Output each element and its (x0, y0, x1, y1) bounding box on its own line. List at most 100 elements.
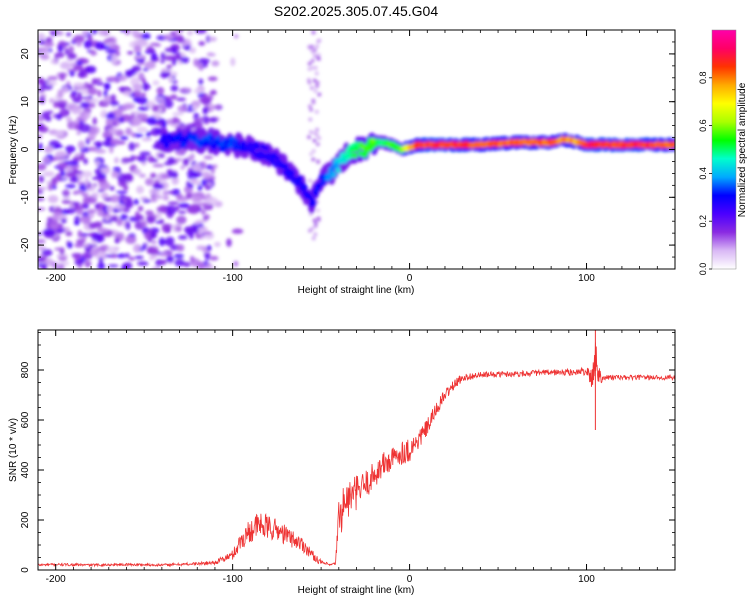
spectrogram-noise-cell (128, 256, 136, 261)
spectrogram-noise-cell (66, 150, 72, 155)
spectrogram-noise-cell (98, 256, 104, 264)
spectrogram-noise-cell (208, 117, 218, 123)
spectrogram-noise-cell (226, 238, 232, 247)
spectrogram-noise-cell (209, 90, 217, 96)
spectrogram-noise-cell (46, 110, 54, 114)
spectrogram-noise-cell (119, 135, 129, 141)
spectrogram-noise-cell (165, 241, 174, 247)
spectrogram-noise-cell (65, 231, 73, 237)
snr-xtick-label: 100 (578, 574, 595, 585)
spectrogram-noise-cell (105, 118, 111, 126)
spectrogram-noise-cell (38, 263, 44, 268)
spectrogram-noise-cell (51, 184, 57, 190)
spectrogram-noise-cell (75, 60, 84, 66)
spectrogram-noise-cell (172, 116, 179, 124)
spectrogram-noise-cell (118, 141, 126, 145)
spectrogram-noise-cell (308, 46, 313, 51)
snr-ytick-label: 0 (20, 567, 31, 573)
spectrogram-noise-cell (83, 158, 89, 165)
snr-ylabel: SNR (10 * v/v) (8, 418, 19, 482)
figure-title: S202.2025.305.07.45.G04 (274, 3, 438, 19)
spectrogram-noise-cell (314, 44, 319, 49)
spectrogram-noise-cell (178, 88, 187, 92)
spectrogram-noise-cell (192, 103, 198, 111)
spectrogram-noise-cell (144, 61, 156, 70)
spectrogram-noise-cell (142, 84, 151, 90)
spectrogram-noise-cell (171, 177, 179, 185)
spectrogram-noise-cell (141, 137, 153, 142)
spectrogram-noise-cell (117, 87, 129, 91)
spectrogram-noise-cell (134, 142, 140, 148)
spectrogram-noise-cell (312, 138, 317, 143)
spectrogram-noise-cell (74, 243, 84, 248)
spectrogram-noise-cell (58, 224, 64, 228)
spectrogram-noise-cell (38, 197, 46, 201)
spectrogram-ridge-core (241, 140, 247, 147)
spectrogram-noise-cell (106, 76, 119, 82)
spectrogram-noise-cell (198, 226, 203, 236)
spectrogram-noise-cell (40, 54, 50, 60)
spectrogram-noise-cell (56, 228, 66, 233)
spectrogram-noise-cell (146, 246, 159, 255)
spectrogram-noise-cell (70, 106, 82, 115)
spectrogram-noise-cell (80, 233, 90, 237)
spectrogram-noise-cell (97, 189, 105, 193)
spectrogram-noise-cell (178, 202, 190, 209)
spectrogram-noise-cell (114, 203, 126, 210)
spectrogram-ylabel: Frequency (Hz) (8, 116, 19, 185)
spectrogram-noise-cell (39, 94, 47, 98)
snr-xtick-label: -200 (46, 574, 66, 585)
spectrogram-noise-cell (163, 34, 174, 41)
spectrogram-noise-cell (130, 77, 141, 87)
spectrogram-ridge-core (289, 170, 295, 177)
spectrogram-noise-cell (89, 247, 99, 257)
spectrogram-ytick-label: 0 (20, 146, 31, 152)
spectrogram-ridge-core (209, 135, 215, 142)
spectrogram-noise-cell (136, 113, 149, 120)
spectrogram-noise-cell (54, 52, 65, 58)
snr-xlabel: Height of straight line (km) (298, 585, 415, 596)
spectrogram-noise-cell (150, 172, 157, 179)
spectrogram-noise-cell (160, 259, 167, 265)
spectrogram-noise-cell (110, 194, 120, 203)
spectrogram-noise-cell (53, 132, 65, 137)
spectrogram-noise-cell (105, 49, 117, 54)
spectrogram-noise-cell (152, 80, 160, 86)
spectrogram-ridge-core (348, 152, 354, 159)
spectrogram-noise-cell (124, 253, 130, 258)
spectrogram-ridge-core (164, 142, 170, 149)
spectrogram-noise-cell (44, 258, 54, 267)
spectrogram-noise-cell (178, 235, 188, 240)
spectrogram-noise-cell (42, 262, 48, 269)
spectrogram-noise-cell (202, 246, 208, 253)
spectrogram-noise-cell (177, 105, 188, 113)
spectrogram-noise-cell (166, 205, 177, 215)
spectrogram-noise-cell (62, 191, 70, 196)
spectrogram-noise-cell (150, 52, 158, 61)
spectrogram-noise-cell (92, 117, 98, 125)
spectrogram-noise-cell (182, 158, 189, 167)
spectrogram-noise-cell (190, 177, 197, 185)
spectrogram-noise-cell (189, 47, 196, 54)
spectrogram-noise-cell (193, 88, 204, 94)
spectrogram-noise-cell (56, 100, 67, 105)
spectrogram-noise-cell (116, 219, 123, 226)
spectrogram-noise-cell (91, 232, 102, 241)
spectrogram-noise-cell (132, 168, 142, 175)
spectrogram-noise-cell (188, 207, 199, 215)
spectrogram-noise-cell (134, 255, 144, 260)
snr-xtick-label: -100 (223, 574, 243, 585)
spectrogram-noise-cell (153, 194, 163, 200)
spectrogram-noise-cell (85, 97, 91, 104)
spectrogram-noise-cell (91, 30, 98, 35)
spectrogram-noise-cell (95, 203, 100, 209)
spectrogram-noise-cell (306, 78, 311, 83)
spectrogram-noise-cell (307, 61, 312, 66)
snr-panel: -200 -100 0 100 0 200 400 600 800 Height of stra… (8, 329, 676, 596)
spectrogram-noise-cell (311, 157, 316, 162)
spectrogram-ridge-core (313, 190, 319, 197)
spectrogram-noise-cell (206, 35, 211, 43)
spectrogram-noise-cell (64, 48, 70, 56)
spectrogram-noise-cell (57, 44, 64, 53)
spectrogram-noise-cell (164, 55, 175, 61)
